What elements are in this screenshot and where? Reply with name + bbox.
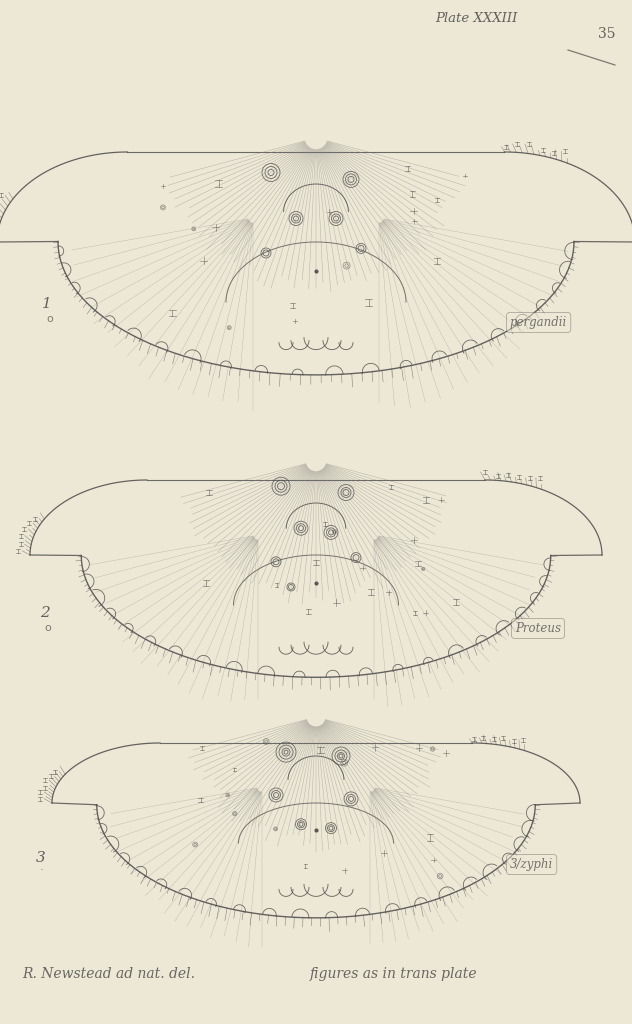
Text: R. Newstead ad nat. del.: R. Newstead ad nat. del. [22, 967, 195, 981]
Text: o: o [44, 623, 51, 633]
Text: pergandii: pergandii [510, 316, 568, 329]
Text: Proteus: Proteus [515, 622, 561, 635]
Text: 35: 35 [598, 27, 616, 41]
Text: 2: 2 [40, 606, 50, 620]
Text: Plate XXXIII: Plate XXXIII [435, 12, 518, 25]
Text: o: o [46, 314, 52, 324]
Text: 3: 3 [36, 851, 46, 865]
Text: 3/zyphi: 3/zyphi [510, 858, 553, 871]
Text: figures as in trans plate: figures as in trans plate [310, 967, 478, 981]
Text: 1: 1 [42, 297, 52, 311]
Text: .: . [40, 862, 44, 872]
